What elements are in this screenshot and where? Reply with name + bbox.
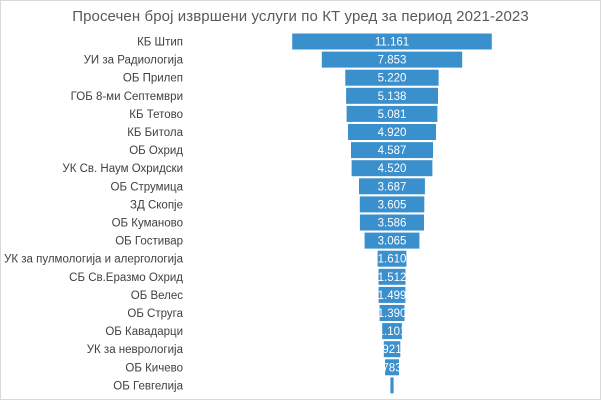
bar — [377, 250, 407, 267]
category-label: ЗД Скопје — [130, 199, 183, 211]
category-label: ОБ Гостивар — [115, 236, 183, 248]
data-label: 5.081 — [378, 109, 407, 121]
category-label: ГОБ 8-ми Септември — [71, 91, 183, 103]
bar — [359, 178, 425, 195]
bar — [359, 196, 425, 213]
data-label: 5.138 — [378, 91, 407, 103]
bar — [385, 359, 399, 376]
bar — [359, 214, 424, 231]
data-label: 1.390 — [378, 308, 407, 320]
bar — [383, 341, 401, 358]
category-label: ОБ Кавадарци — [105, 326, 183, 338]
data-label: 4.520 — [378, 163, 407, 175]
category-label: СБ Св.Еразмо Охрид — [69, 272, 183, 284]
data-label: 1.512 — [378, 272, 407, 284]
bar — [346, 105, 438, 122]
category-label: КБ Штип — [137, 37, 183, 49]
data-label: 11.161 — [375, 37, 409, 49]
category-label: УК Св. Наум Охридски — [62, 163, 183, 175]
category-label: ОБ Кичево — [125, 362, 183, 374]
bar — [378, 268, 406, 285]
category-label: ОБ Прилеп — [123, 73, 183, 85]
data-label: 5.220 — [378, 73, 407, 85]
bar — [348, 124, 436, 140]
category-label: КБ Тетово — [129, 109, 183, 121]
category-label: ОБ Охрид — [129, 145, 183, 157]
category-label: ОБ Велес — [131, 290, 183, 302]
data-label: 783 — [382, 362, 401, 374]
bar — [292, 33, 492, 50]
bar — [351, 142, 433, 159]
bar — [379, 305, 405, 321]
data-label: 3.586 — [378, 218, 407, 230]
bar — [364, 232, 420, 249]
category-label: УК за пулмологија и алергологија — [4, 254, 184, 266]
data-label: 4.587 — [378, 145, 407, 157]
bar — [321, 51, 463, 68]
data-label: 7.853 — [378, 55, 407, 67]
bar — [345, 69, 439, 86]
bar — [346, 87, 438, 104]
category-label: УИ за Радиологија — [84, 55, 184, 67]
category-label: ОБ Гевгелија — [113, 380, 183, 392]
data-label: 1.101 — [378, 326, 407, 338]
data-label: 3.687 — [378, 181, 407, 193]
category-label: ОБ Струмица — [111, 181, 184, 193]
category-label: КБ Битола — [127, 127, 183, 139]
data-label: 1.499 — [378, 290, 407, 302]
category-label: ОБ Куманово — [112, 218, 183, 230]
bar — [378, 286, 406, 303]
category-label: ОБ Струга — [127, 308, 183, 320]
data-label: 4.920 — [378, 127, 407, 139]
bar — [382, 323, 402, 340]
data-label: 3.605 — [378, 199, 407, 211]
data-label: 921 — [382, 344, 401, 356]
category-label: УК за неврологија — [87, 344, 184, 356]
data-label: 3.065 — [378, 236, 407, 248]
data-label: 1.610 — [378, 254, 407, 266]
chart-title: Просечен број извршени услуги по КТ уред… — [72, 8, 529, 25]
bar — [351, 160, 433, 177]
bar — [390, 377, 394, 394]
